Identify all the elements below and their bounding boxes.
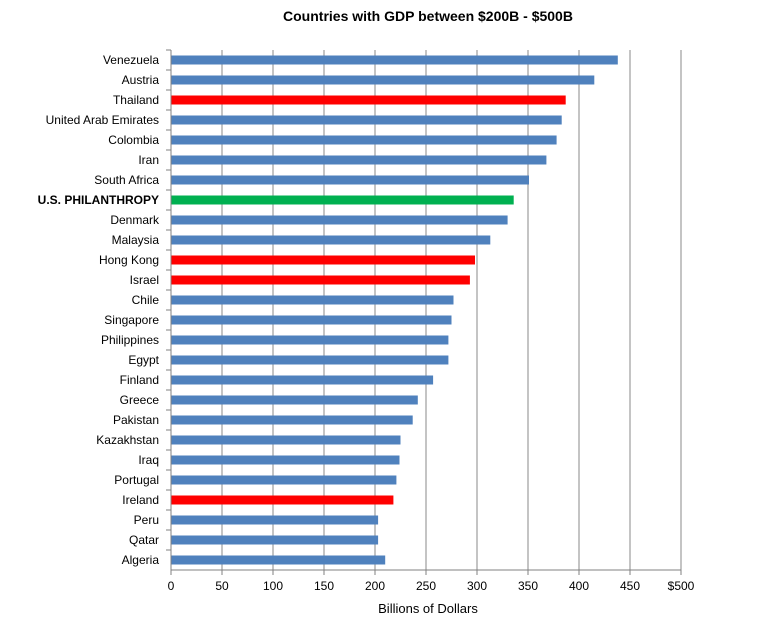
category-label: Hong Kong [99, 253, 159, 267]
bar [171, 155, 547, 165]
category-label: Iraq [138, 453, 159, 467]
bar [171, 315, 452, 325]
bar [171, 555, 386, 565]
x-tick-label: 400 [569, 579, 589, 593]
category-label: Singapore [104, 313, 159, 327]
bar [171, 435, 401, 445]
bar [171, 255, 475, 265]
category-label: Venezuela [103, 53, 159, 67]
x-tick-label: 50 [215, 579, 229, 593]
bar [171, 95, 566, 105]
category-label: Algeria [122, 553, 160, 567]
category-label: Egypt [128, 353, 159, 367]
x-tick-label: 450 [620, 579, 640, 593]
x-tick-label: 100 [263, 579, 283, 593]
x-tick-label: 0 [168, 579, 175, 593]
bar [171, 215, 508, 225]
bar [171, 175, 529, 185]
category-label: Iran [138, 153, 159, 167]
category-label: United Arab Emirates [46, 113, 159, 127]
bar [171, 355, 449, 365]
bar [171, 195, 514, 205]
bar [171, 395, 418, 405]
bar [171, 415, 413, 425]
category-label: South Africa [94, 173, 159, 187]
category-label: Greece [120, 393, 160, 407]
category-label: Finland [120, 373, 159, 387]
x-tick-label: 350 [518, 579, 538, 593]
category-label: Portugal [114, 473, 159, 487]
bar [171, 495, 394, 505]
category-label: U.S. PHILANTHROPY [38, 193, 159, 207]
axes [166, 49, 682, 575]
category-label: Israel [130, 273, 159, 287]
bar [171, 475, 397, 485]
bar [171, 515, 379, 525]
bar [171, 55, 618, 65]
bar [171, 275, 470, 285]
chart-title: Countries with GDP between $200B - $500B [283, 8, 573, 24]
category-label: Philippines [101, 333, 159, 347]
x-axis-title: Billions of Dollars [378, 601, 478, 616]
bar [171, 295, 454, 305]
category-label: Peru [134, 513, 159, 527]
bar [171, 375, 434, 385]
category-label: Ireland [122, 493, 159, 507]
bar [171, 535, 379, 545]
x-tick-label: 200 [365, 579, 385, 593]
bar [171, 235, 491, 245]
category-labels: Venezuela Austria Thailand United Arab Emir… [38, 53, 160, 567]
category-label: Chile [132, 293, 160, 307]
x-tick-label: 250 [416, 579, 436, 593]
category-label: Malaysia [112, 233, 160, 247]
bars [171, 55, 618, 565]
category-label: Pakistan [113, 413, 159, 427]
category-label: Austria [122, 73, 160, 87]
category-label: Colombia [108, 133, 159, 147]
x-tick-label: 300 [467, 579, 487, 593]
gridlines [221, 50, 682, 570]
bar [171, 135, 557, 145]
x-tick-label: 150 [314, 579, 334, 593]
category-label: Qatar [129, 533, 159, 547]
bar [171, 115, 562, 125]
category-label: Thailand [113, 93, 159, 107]
x-tick-label: $500 [668, 579, 695, 593]
bar [171, 455, 400, 465]
category-label: Denmark [110, 213, 160, 227]
x-tick-labels: 0 50 100 150 200 250 300 350 400 450 $500 [168, 579, 695, 593]
bar [171, 335, 449, 345]
category-label: Kazakhstan [96, 433, 159, 447]
bar [171, 75, 595, 85]
